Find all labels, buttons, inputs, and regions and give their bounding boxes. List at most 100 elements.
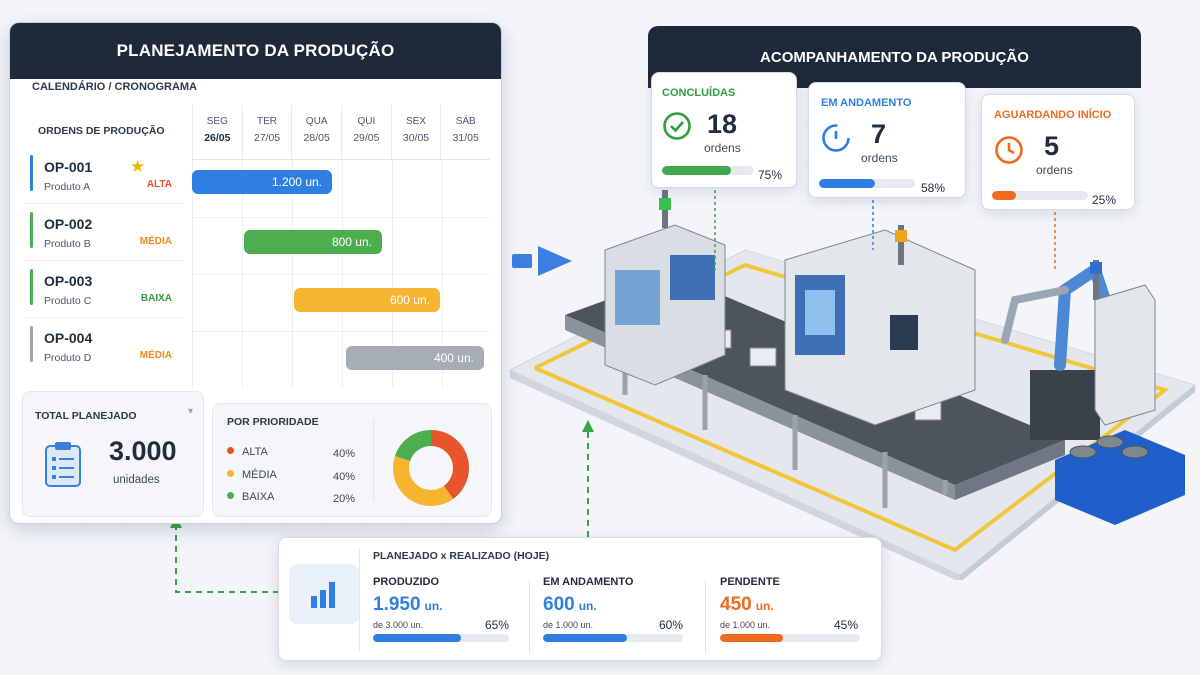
order-code: OP-003	[44, 273, 93, 289]
planning-title-bar: PLANEJAMENTO DA PRODUÇÃO	[10, 23, 501, 79]
priority-legend-item: MÉDIA	[227, 469, 277, 481]
orders-label: ORDENS DE PRODUÇÃO	[38, 125, 165, 137]
order-code: OP-002	[44, 216, 93, 232]
bar-label: 400 un.	[433, 351, 474, 365]
order-row[interactable]: OP-002 Produto B MÉDIA	[26, 204, 184, 261]
planning-panel: PLANEJAMENTO DA PRODUÇÃO CALENDÁRIO / CR…	[9, 22, 502, 524]
kpi-percent: 75%	[758, 168, 783, 182]
total-planned-value: 3.000	[109, 436, 177, 466]
order-row[interactable]: OP-001 ★ Produto A ALTA	[26, 147, 184, 204]
order-priority: BAIXA	[140, 293, 172, 304]
kpi-progress-fill	[662, 166, 731, 175]
metric-in-progress: EM ANDAMENTO 600 un. de 1.000 un. 60%	[543, 576, 683, 656]
planning-title: PLANEJAMENTO DA PRODUÇÃO	[116, 41, 395, 60]
kpi-title: CONCLUÍDAS	[662, 87, 736, 99]
gantt-bar-op-001[interactable]: 1.200 un.	[192, 170, 332, 194]
day-column-header[interactable]: SÁB 31/05	[440, 105, 490, 159]
priority-name: BAIXA	[242, 491, 275, 503]
kpi-card-waiting[interactable]: AGUARDANDO INÍCIO 5 ordens 25%	[981, 94, 1135, 210]
metric-of: de 3.000 un.	[373, 620, 424, 630]
donut-slice-baixa	[393, 430, 469, 506]
priority-name: MÉDIA	[242, 469, 277, 481]
day-column-header[interactable]: QUA 28/05	[291, 105, 341, 159]
day-date: 28/05	[303, 132, 330, 144]
kpi-unit: ordens	[1036, 163, 1073, 177]
priority-percent: 40%	[333, 448, 356, 460]
day-date: 26/05	[204, 132, 231, 144]
order-stripe	[30, 155, 33, 191]
kpi-card-completed[interactable]: CONCLUÍDAS 18 ordens 75%	[651, 72, 797, 188]
order-row[interactable]: OP-004 Produto D MÉDIA	[26, 318, 184, 375]
metric-progress-fill	[720, 634, 783, 642]
order-stripe	[30, 269, 33, 305]
metric-label: EM ANDAMENTO	[543, 576, 634, 588]
priority-legend-item: BAIXA	[227, 491, 274, 503]
kpi-progress	[819, 179, 915, 188]
day-date: 27/05	[253, 132, 281, 144]
day-date: 30/05	[402, 132, 430, 144]
order-priority: MÉDIA	[139, 350, 172, 361]
metric-progress	[720, 634, 860, 642]
metric-of: de 1.000 un.	[720, 620, 771, 630]
metric-percent: 65%	[485, 618, 510, 632]
planned-vs-actual-panel: PLANEJADO x REALIZADO (HOJE) PRODUZIDO 1…	[278, 537, 882, 661]
order-stripe	[30, 212, 33, 248]
metric-value-row: 600 un.	[543, 594, 597, 616]
day-column-header[interactable]: SEG 26/05	[192, 105, 242, 159]
metric-produced: PRODUZIDO 1.950 un. de 3.000 un. 65%	[373, 576, 509, 656]
comparison-title: PLANEJADO x REALIZADO (HOJE)	[373, 550, 550, 562]
kpi-unit: ordens	[704, 141, 741, 155]
order-product: Produto A	[44, 181, 91, 193]
metric-pending: PENDENTE 450 un. de 1.000 un. 45%	[720, 576, 860, 656]
gantt-bar-op-002[interactable]: 800 un.	[244, 230, 382, 254]
order-code: OP-004	[44, 330, 93, 346]
day-column-header[interactable]: TER 27/05	[241, 105, 292, 159]
metric-label: PENDENTE	[720, 576, 780, 588]
kpi-percent: 58%	[921, 181, 946, 195]
metric-value: 1.950	[373, 594, 421, 615]
order-product: Produto C	[44, 295, 92, 307]
priority-percent: 40%	[333, 471, 356, 483]
kpi-progress-fill	[819, 179, 875, 188]
donut-slice-média	[393, 430, 469, 506]
day-name: QUI	[357, 116, 376, 127]
monitoring-title: ACOMPANHAMENTO DA PRODUÇÃO	[760, 48, 1029, 66]
metric-value: 600	[543, 594, 575, 615]
calendar-days-header: SEG 26/05 TER 27/05 QUA 28/05 QUI 29/05 SEX 3…	[192, 105, 490, 160]
kpi-value: 18	[707, 109, 738, 139]
day-column-header[interactable]: QUI 29/05	[341, 105, 391, 159]
day-name: TER	[257, 116, 277, 127]
bar-chart-icon-tile	[289, 564, 359, 624]
total-planned-unit: unidades	[113, 474, 160, 486]
order-priority: MÉDIA	[139, 236, 172, 247]
bar-label: 800 un.	[331, 235, 372, 249]
kpi-unit: ordens	[861, 151, 898, 165]
kpi-value: 7	[871, 119, 887, 149]
kpi-title: AGUARDANDO INÍCIO	[994, 109, 1112, 121]
day-date: 29/05	[353, 132, 380, 144]
clock-icon	[995, 136, 1023, 164]
priority-name: ALTA	[242, 446, 268, 458]
kpi-percent: 25%	[1092, 193, 1117, 207]
metric-unit: un.	[578, 599, 597, 613]
kpi-progress	[992, 191, 1088, 200]
priority-legend-item: ALTA	[227, 446, 268, 458]
star-icon[interactable]: ★	[130, 157, 146, 176]
priority-card: POR PRIORIDADE ALTA 40% MÉDIA 40% BAIXA …	[212, 403, 492, 517]
orders-list: OP-001 ★ Produto A ALTA OP-002 Produto B…	[26, 147, 184, 375]
order-code: OP-001	[44, 159, 93, 175]
gantt-bar-op-004[interactable]: 400 un.	[346, 346, 484, 370]
metric-of: de 1.000 un.	[543, 620, 594, 630]
order-stripe	[30, 326, 33, 362]
gantt-bar-op-003[interactable]: 600 un.	[294, 288, 440, 312]
day-name: SEX	[406, 116, 427, 127]
priority-label: POR PRIORIDADE	[227, 416, 319, 428]
day-column-header[interactable]: SEX 30/05	[390, 105, 441, 159]
order-product: Produto D	[44, 352, 92, 364]
priority-percent: 20%	[333, 493, 356, 505]
metric-progress	[543, 634, 683, 642]
kpi-card-in-progress[interactable]: EM ANDAMENTO 7 ordens 58%	[808, 82, 966, 198]
order-row[interactable]: OP-003 Produto C BAIXA	[26, 261, 184, 318]
calendar-label: CALENDÁRIO / CRONOGRAMA	[32, 81, 197, 93]
